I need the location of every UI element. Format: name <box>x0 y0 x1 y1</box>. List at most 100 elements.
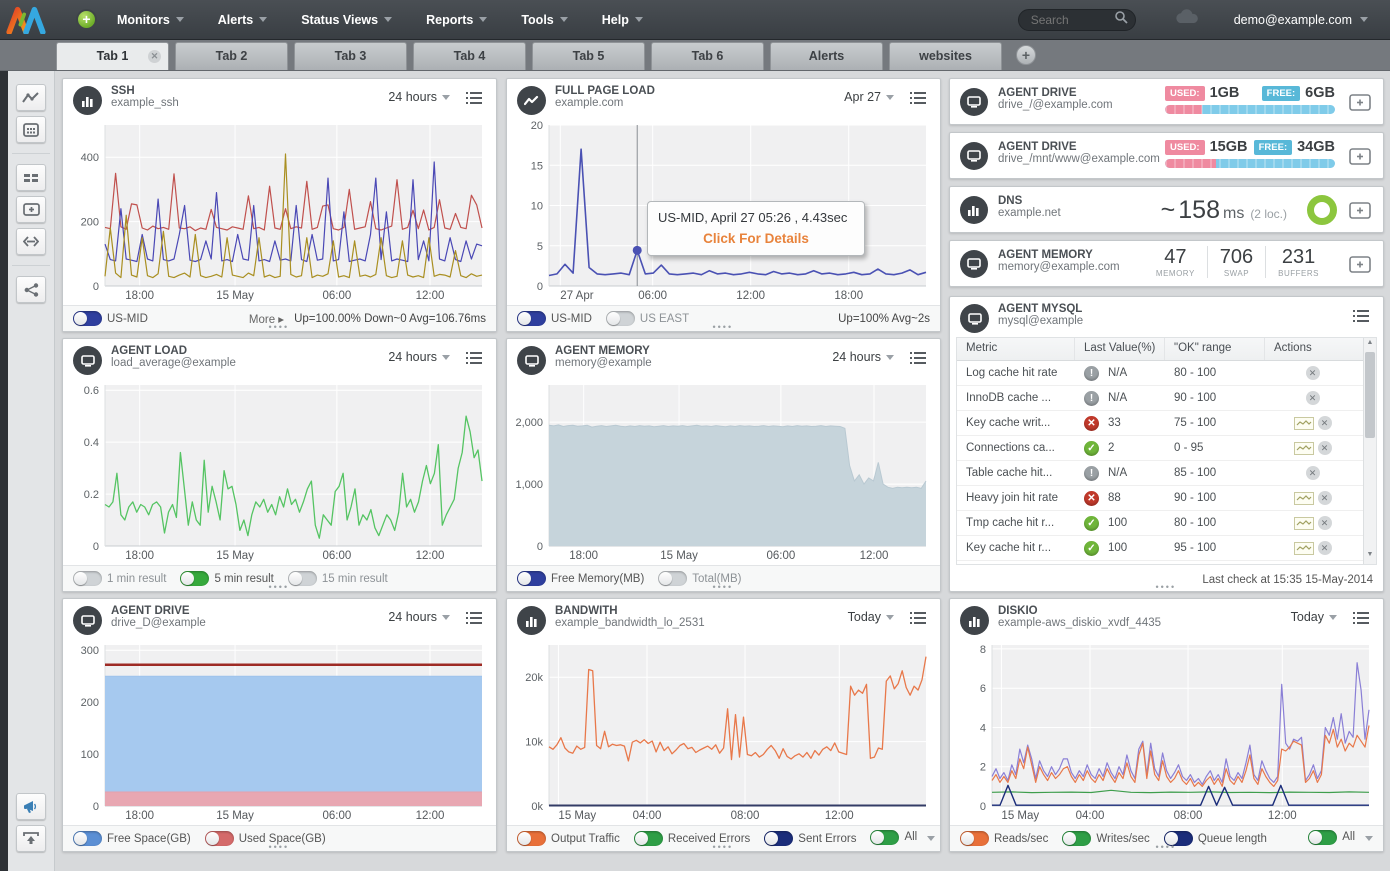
period-selector[interactable]: Today <box>1291 610 1337 624</box>
remove-metric-icon[interactable]: ✕ <box>1305 366 1320 380</box>
nav-menu-status-views[interactable]: Status Views <box>287 7 406 33</box>
remove-metric-icon[interactable]: ✕ <box>1305 391 1320 405</box>
toggle-us-east[interactable]: US EAST <box>605 311 689 326</box>
expand-widget-icon[interactable] <box>1349 94 1371 116</box>
toggle-total-mb-[interactable]: Total(MB) <box>658 571 741 586</box>
widget-menu-icon[interactable] <box>1353 611 1369 629</box>
chevron-down-icon[interactable] <box>927 836 936 841</box>
period-selector[interactable]: 24 hours <box>388 610 450 624</box>
sidebar-announcement-icon[interactable] <box>16 793 46 820</box>
user-menu[interactable]: demo@example.com <box>1234 13 1368 27</box>
sidebar-calendar-icon[interactable] <box>16 116 46 143</box>
period-selector[interactable]: Today <box>848 610 894 624</box>
toggle-us-mid[interactable]: US-MID <box>73 311 148 326</box>
tab-tab-6[interactable]: Tab 6 <box>651 42 764 70</box>
toggle-free-memory-mb-[interactable]: Free Memory(MB) <box>517 571 644 586</box>
drag-handle[interactable]: •••• <box>712 842 734 852</box>
nav-menu-alerts[interactable]: Alerts <box>204 7 281 33</box>
widget-menu-icon[interactable] <box>910 351 926 369</box>
sidebar-collapse-up-icon[interactable] <box>16 825 46 852</box>
scrollbar-thumb[interactable] <box>1365 352 1375 438</box>
tooltip-details-link[interactable]: Click For Details <box>703 231 809 246</box>
remove-metric-icon[interactable]: ✕ <box>1317 516 1332 530</box>
widget-menu-icon[interactable] <box>466 91 482 109</box>
toggle-all[interactable]: All <box>870 829 917 845</box>
toggle-free-space-gb-[interactable]: Free Space(GB) <box>73 831 191 846</box>
search-input[interactable] <box>1017 8 1136 31</box>
toggle-us-mid[interactable]: US-MID <box>517 311 592 326</box>
toggle-output-traffic[interactable]: Output Traffic <box>517 831 620 846</box>
bandwidth-chart[interactable]: 0k 10k 20k 15 May 04:00 08:00 12:00 <box>511 639 936 824</box>
toggle-writes-sec[interactable]: Writes/sec <box>1062 831 1150 846</box>
sparkline-icon[interactable] <box>1293 516 1314 530</box>
toggle-1-min-result[interactable]: 1 min result <box>73 571 166 586</box>
toggle-all[interactable]: All <box>1308 829 1355 845</box>
toggle-used-space-gb-[interactable]: Used Space(GB) <box>204 831 326 846</box>
expand-widget-icon[interactable] <box>1349 202 1371 224</box>
table-row[interactable]: Heavy join hit rate ✕ 88 90 - 100 ✕ <box>957 486 1376 511</box>
widget-menu-icon[interactable] <box>1353 309 1369 327</box>
monitis-logo[interactable] <box>0 0 52 40</box>
close-icon[interactable]: ✕ <box>148 50 161 63</box>
sparkline-icon[interactable] <box>1293 541 1314 555</box>
chevron-down-icon[interactable] <box>1365 836 1373 841</box>
remove-metric-icon[interactable]: ✕ <box>1317 416 1332 430</box>
remove-metric-icon[interactable]: ✕ <box>1305 466 1320 480</box>
more-link[interactable]: More ▸ <box>248 313 285 326</box>
widget-menu-icon[interactable] <box>466 351 482 369</box>
nav-menu-help[interactable]: Help <box>588 7 657 33</box>
tab-tab-1[interactable]: Tab 1 ✕ <box>56 42 169 70</box>
drag-handle[interactable]: •••• <box>1155 842 1177 852</box>
tab-tab-4[interactable]: Tab 4 <box>413 42 526 70</box>
widget-menu-icon[interactable] <box>910 91 926 109</box>
agent-memory-chart[interactable]: 0 1,000 2,000 18:00 15 May 06:00 12:00 <box>511 379 936 564</box>
widget-menu-icon[interactable] <box>466 611 482 629</box>
table-row[interactable]: Key cache writ... ✕ 33 75 - 100 ✕ <box>957 411 1376 436</box>
remove-metric-icon[interactable]: ✕ <box>1317 491 1332 505</box>
remove-metric-icon[interactable]: ✕ <box>1317 541 1332 555</box>
sidebar-trend-icon[interactable] <box>16 84 46 111</box>
table-row[interactable]: Connections ca... ✓ 2 0 - 95 ✕ <box>957 436 1376 461</box>
drag-handle[interactable]: •••• <box>268 322 290 332</box>
widget-menu-icon[interactable] <box>910 611 926 629</box>
table-row[interactable]: Log cache hit rate! N/A 80 - 100 ✕ <box>957 361 1376 386</box>
table-row[interactable]: Key cache hit r... ✓ 100 95 - 100 ✕ <box>957 536 1376 561</box>
sidebar-share-icon[interactable] <box>16 276 46 303</box>
table-scrollbar[interactable]: ▲ ▼ <box>1363 338 1376 564</box>
toggle-reads-sec[interactable]: Reads/sec <box>960 831 1048 846</box>
tab-tab-2[interactable]: Tab 2 <box>175 42 288 70</box>
tab-tab-5[interactable]: Tab 5 <box>532 42 645 70</box>
toggle-received-errors[interactable]: Received Errors <box>633 831 750 846</box>
add-monitor-icon[interactable]: + <box>76 9 97 30</box>
expand-widget-icon[interactable] <box>1349 256 1371 278</box>
cloud-icon[interactable] <box>1174 9 1200 30</box>
sidebar-fullscreen-icon[interactable] <box>16 228 46 255</box>
drag-handle[interactable]: •••• <box>268 582 290 592</box>
expand-widget-icon[interactable] <box>1349 148 1371 170</box>
table-row[interactable]: InnoDB cache ...! N/A 90 - 100 ✕ <box>957 386 1376 411</box>
toggle-15-min-result[interactable]: 15 min result <box>287 571 388 586</box>
period-selector[interactable]: 24 hours <box>388 90 450 104</box>
toggle-sent-errors[interactable]: Sent Errors <box>764 831 856 846</box>
drag-handle[interactable]: •••• <box>712 582 734 592</box>
tab-websites[interactable]: websites <box>889 42 1002 70</box>
scroll-up-icon[interactable]: ▲ <box>1366 339 1374 346</box>
agent-drive-chart[interactable]: 0 100 200 300 18:00 15 May 06:00 12:00 <box>67 639 492 824</box>
period-selector[interactable]: Apr 27 <box>844 90 894 104</box>
period-selector[interactable]: 24 hours <box>388 350 450 364</box>
tab-alerts[interactable]: Alerts <box>770 42 883 70</box>
sparkline-icon[interactable] <box>1293 491 1314 505</box>
ssh-chart[interactable]: 0 200 400 18:00 15 May 06:00 12:00 <box>67 119 492 304</box>
drag-handle[interactable]: •••• <box>712 322 734 332</box>
table-row[interactable]: Tmp cache hit r... ✓ 100 80 - 100 ✕ <box>957 511 1376 536</box>
sparkline-icon[interactable] <box>1293 416 1314 430</box>
scroll-down-icon[interactable]: ▼ <box>1366 551 1374 558</box>
search-icon[interactable] <box>1114 10 1128 29</box>
agent-load-chart[interactable]: 0 0.2 0.4 0.6 18:00 15 May 06:00 12:00 <box>67 379 492 564</box>
nav-menu-reports[interactable]: Reports <box>412 7 501 33</box>
nav-menu-monitors[interactable]: Monitors <box>103 7 198 33</box>
toggle-5-min-result[interactable]: 5 min result <box>180 571 274 586</box>
toggle-queue-length[interactable]: Queue length <box>1163 831 1267 846</box>
sparkline-icon[interactable] <box>1293 441 1314 455</box>
sidebar-add-window-icon[interactable] <box>16 196 46 223</box>
